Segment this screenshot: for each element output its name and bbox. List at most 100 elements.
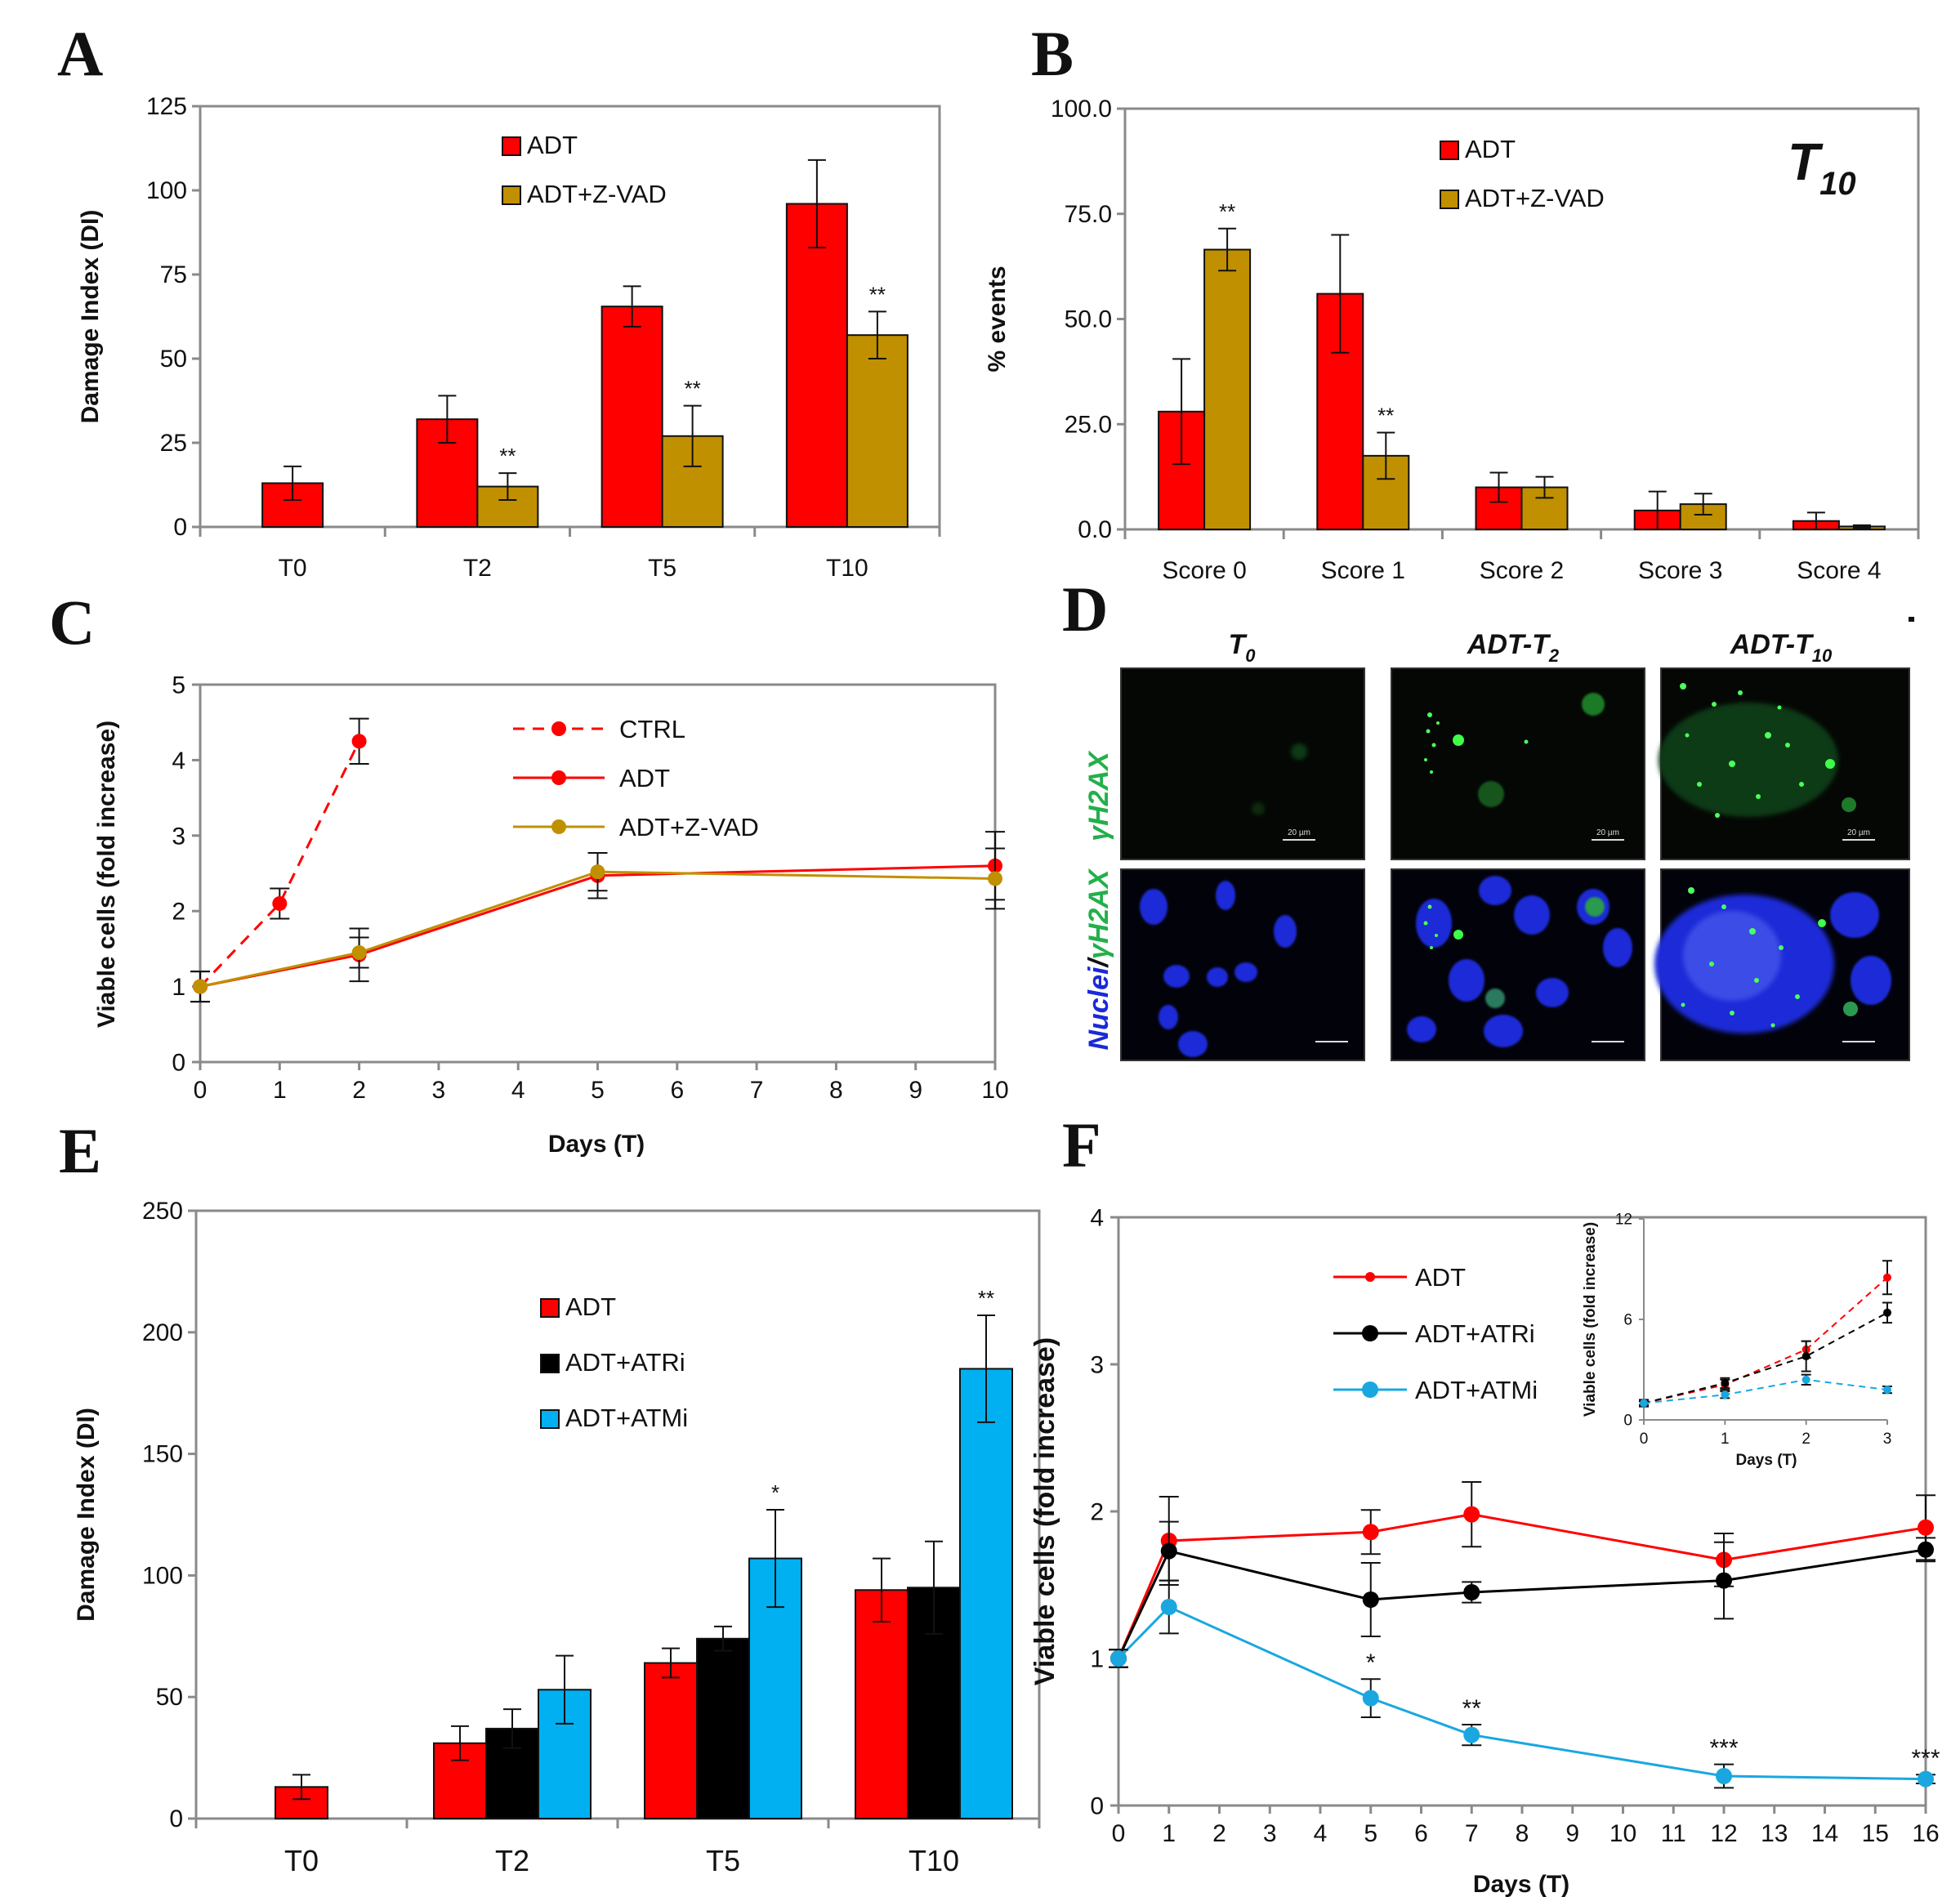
legend-label: ADT <box>619 764 670 792</box>
y-tick-label: 0 <box>1623 1413 1632 1430</box>
chart-title-sub: 10 <box>1819 166 1856 202</box>
y-tick-label: 4 <box>1090 1205 1104 1232</box>
chart-title: T10 <box>1788 132 1856 202</box>
series-line-adt-atmi <box>1643 1378 1888 1404</box>
legend-label: ADT <box>565 1292 616 1321</box>
chart-title-main: T <box>1788 132 1824 191</box>
micrograph-adt-t10-merge <box>1654 868 1910 1061</box>
data-point-adt-atri <box>1716 1572 1732 1589</box>
legend-swatch <box>1440 141 1459 160</box>
data-point-adt-atri <box>1721 1378 1730 1387</box>
chart-e: 0 50 100 150 200 250 T0 T2 T5 * T10 ** Damage Index … <box>73 1198 1041 1877</box>
x-tick-label: 9 <box>909 1077 922 1104</box>
y-tick-label: 25 <box>160 430 187 457</box>
bar-adt-atri <box>696 1637 750 1819</box>
bar-adt-atmi <box>959 1368 1013 1819</box>
data-point-adt-atri <box>1463 1584 1480 1600</box>
series-line-adt-atmi <box>1117 1605 1927 1781</box>
legend-marker <box>1362 1381 1378 1398</box>
y-axis-label: Damage Index (DI) <box>73 1408 100 1622</box>
y-tick-label: 75 <box>160 261 187 288</box>
data-point-adt <box>1362 1524 1379 1541</box>
x-axis-label: Days (T) <box>1473 1871 1569 1897</box>
bar-adt-z-vad <box>661 435 724 529</box>
data-point-adt-atmi <box>1362 1689 1379 1707</box>
panel-label-c: C <box>49 587 95 658</box>
series-line-adt-atri <box>1117 1548 1927 1659</box>
y-axis-label: Viable cells (fold increase) <box>93 721 120 1028</box>
data-point-adt <box>1918 1519 1934 1536</box>
legend-label: ADT <box>527 131 578 159</box>
x-tick-label: 8 <box>1516 1820 1529 1847</box>
data-point-adt-atri <box>1918 1541 1934 1558</box>
x-tick-label: 1 <box>1721 1431 1730 1448</box>
x-category-label: Score 3 <box>1638 557 1722 584</box>
legend-marker <box>1362 1325 1378 1341</box>
bar-adt <box>855 1589 909 1819</box>
significance-stars: * <box>771 1480 779 1505</box>
y-tick-label: 75.0 <box>1065 201 1112 228</box>
data-point-adt-atmi <box>1802 1375 1810 1384</box>
legend-swatch <box>1440 190 1459 209</box>
micrograph-adt-t2-merge <box>1391 868 1645 1061</box>
x-category-label: T10 <box>909 1844 959 1877</box>
panel-label-a: A <box>57 18 103 89</box>
y-tick-label: 50.0 <box>1065 306 1112 333</box>
significance-stars: ** <box>978 1286 994 1310</box>
x-tick-label: 2 <box>1802 1431 1810 1448</box>
x-tick-label: 9 <box>1565 1820 1579 1847</box>
scale-bar-label: 20 µm <box>1847 828 1870 837</box>
x-tick-label: 2 <box>1212 1820 1226 1847</box>
y-tick-label: 50 <box>160 346 187 373</box>
y-tick-label: 100 <box>146 177 187 204</box>
x-category-label: Score 4 <box>1797 557 1881 584</box>
x-tick-label: 13 <box>1761 1820 1788 1847</box>
inset-y-axis-label: Viable cells (fold increase) <box>1582 1222 1599 1417</box>
bar-adt-z-vad <box>1203 248 1252 530</box>
y-tick-label: 0 <box>169 1805 183 1832</box>
y-tick-label: 1 <box>172 974 185 1001</box>
x-tick-label: 14 <box>1811 1820 1838 1847</box>
micrograph-adt-t10-gh2ax: 20 µm <box>1659 667 1910 860</box>
y-tick-label: 3 <box>1090 1352 1104 1379</box>
x-tick-label: 3 <box>1263 1820 1277 1847</box>
corner-mark <box>1909 617 1914 622</box>
x-tick-label: 0 <box>194 1077 208 1104</box>
micrograph-t0-merge <box>1120 868 1365 1061</box>
panel-label-f: F <box>1062 1109 1101 1181</box>
panel-label-d: D <box>1062 574 1108 645</box>
y-tick-label: 0 <box>173 514 187 541</box>
y-tick-label: 0 <box>1090 1793 1104 1820</box>
data-point-adt-atmi <box>1918 1770 1934 1788</box>
significance-stars: ** <box>499 444 516 468</box>
y-tick-label: 1 <box>1090 1646 1104 1673</box>
legend-label: ADT+Z-VAD <box>1465 184 1605 212</box>
legend-label: ADT+ATMi <box>565 1404 688 1432</box>
x-tick-label: 11 <box>1661 1820 1686 1847</box>
data-point-adt-atmi <box>1721 1390 1730 1399</box>
x-tick-label: 3 <box>432 1077 446 1104</box>
data-point-adt-atri <box>1802 1352 1810 1361</box>
y-tick-label: 200 <box>142 1319 183 1346</box>
series-line-adt-atri <box>1643 1311 1888 1404</box>
x-tick-label: 6 <box>670 1077 684 1104</box>
x-tick-label: 2 <box>352 1077 366 1104</box>
x-tick-label: 5 <box>591 1077 605 1104</box>
data-point-adt <box>1883 1273 1891 1282</box>
scale-bar-label: 20 µm <box>1288 828 1310 837</box>
col-title-t0: T0 <box>1228 629 1256 666</box>
significance-stars: ** <box>1462 1695 1482 1722</box>
x-category-label: T10 <box>826 555 868 582</box>
y-tick-label: 3 <box>172 823 185 850</box>
x-tick-label: 4 <box>1314 1820 1328 1847</box>
bar-adt-z-vad <box>846 334 909 528</box>
y-tick-label: 5 <box>172 672 185 699</box>
x-category-label: T2 <box>495 1844 529 1877</box>
x-tick-label: 8 <box>829 1077 843 1104</box>
series-line-ctrl <box>199 740 360 988</box>
data-point-adt-z-vad <box>193 979 208 994</box>
legend-label: CTRL <box>619 715 685 743</box>
x-category-label: T5 <box>648 555 676 582</box>
